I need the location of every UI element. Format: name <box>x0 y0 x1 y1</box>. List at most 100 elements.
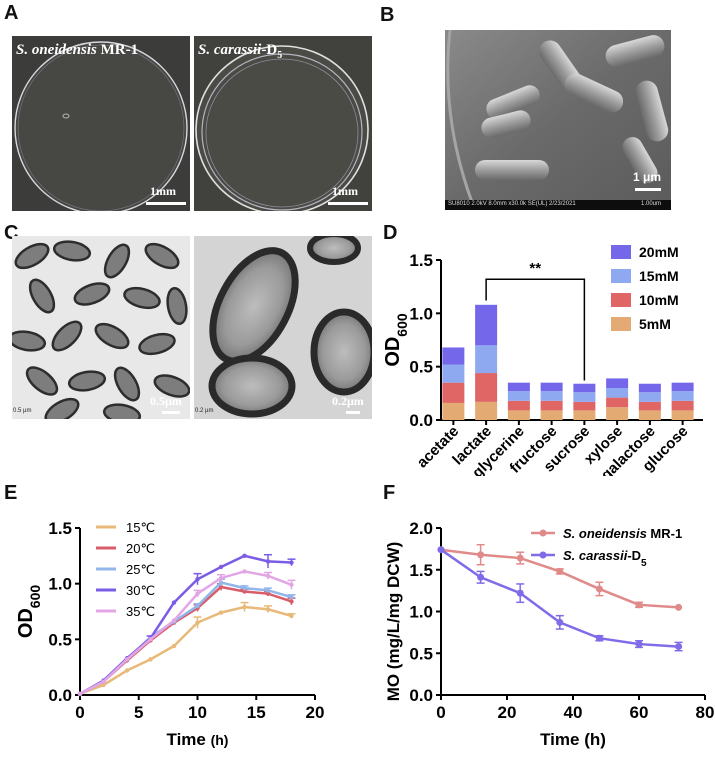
y-axis-label: OD600 <box>383 313 410 367</box>
data-point <box>635 601 643 609</box>
data-point <box>556 567 564 575</box>
data-point <box>218 575 224 581</box>
y-tick-label: 0.5 <box>409 358 433 377</box>
legend-label: 15℃ <box>126 520 155 535</box>
bar-segment <box>573 410 596 420</box>
y-tick-label: 1.0 <box>409 603 433 622</box>
data-point <box>242 604 247 610</box>
y-axis-label: MO (mg/L/mg DCW) <box>384 542 403 702</box>
tem-cell <box>25 366 59 396</box>
data-point <box>195 603 200 609</box>
data-point <box>635 640 643 648</box>
legend-label: 10mM <box>639 292 679 308</box>
bar-segment <box>540 382 563 392</box>
legend-label: 20℃ <box>126 541 155 556</box>
panel-b-letter: B <box>380 4 395 26</box>
bar-segment <box>671 410 694 420</box>
series-line <box>79 581 292 695</box>
legend-label: S. carassii-D5 <box>563 548 647 569</box>
data-point <box>289 599 294 604</box>
y-tick-label: 0.0 <box>409 686 433 705</box>
x-tick-label: 5 <box>134 703 143 722</box>
data-point <box>218 610 224 615</box>
tem-cell <box>52 240 92 262</box>
bar-segment <box>606 378 629 388</box>
tem-small-label-right: 0.2 µm <box>195 408 214 414</box>
y-tick-label: 0.0 <box>409 411 433 430</box>
data-point <box>195 620 200 625</box>
tem-cell <box>51 320 83 352</box>
bar-segment <box>442 347 465 365</box>
tem-cell <box>102 403 142 419</box>
x-tick-label: 80 <box>696 703 715 722</box>
y-tick-label: 1.0 <box>409 304 433 323</box>
y-axis-label: OD600 <box>15 585 43 639</box>
scale-bar-c-right <box>346 411 360 414</box>
legend-swatch <box>611 317 631 331</box>
data-point <box>265 559 271 564</box>
bar-segment <box>540 400 563 411</box>
data-point <box>242 589 247 594</box>
bar-segment <box>475 401 498 420</box>
bar-segment <box>638 401 661 411</box>
scale-bar-b <box>635 188 661 191</box>
scale-bar-a-right <box>328 202 368 205</box>
data-point <box>477 551 485 559</box>
bar-segment <box>638 392 661 402</box>
bar-segment <box>540 391 563 401</box>
legend-label: 35℃ <box>126 604 155 619</box>
bar-segment <box>507 391 530 401</box>
x-axis-label: Time (h) <box>540 730 606 749</box>
data-point <box>595 634 603 642</box>
x-axis-label: Time (h) <box>167 730 229 749</box>
x-tick-label: 0 <box>75 703 84 722</box>
bar-segment <box>638 410 661 420</box>
bar-segment <box>507 400 530 411</box>
data-point <box>195 577 200 582</box>
x-tick-label: 10 <box>188 703 207 722</box>
panel-f-letter: F <box>383 482 396 504</box>
tem-cell <box>144 242 180 270</box>
data-point <box>265 588 271 593</box>
legend-label: 15mM <box>639 268 679 284</box>
data-point <box>289 613 294 619</box>
tem-small-label-left: 0.5 µm <box>13 408 32 414</box>
data-point <box>242 569 247 574</box>
data-point <box>675 643 683 651</box>
tem-image-high: 0.2μm 0.2 µm <box>194 236 372 419</box>
series-line <box>79 570 292 695</box>
tem-cell <box>28 278 56 314</box>
data-point <box>171 618 177 623</box>
data-point <box>556 618 564 626</box>
sem-image: 1 μm SU8010 2.0kV 8.0mm x30.0k SE(UL) 2/… <box>445 30 671 210</box>
bar-segment <box>442 382 465 403</box>
data-point <box>516 589 524 597</box>
significance-label: ** <box>529 260 541 277</box>
chart-e-growth-curve: 0.0 0.5 1.0 1.5 0 5 10 15 20 OD600 Time (h) 15℃ 20℃ 2… <box>15 519 324 749</box>
data-point <box>101 682 106 688</box>
legend-label: 5mM <box>639 316 671 332</box>
bar-segment <box>638 383 661 393</box>
bar-segment <box>475 345 498 374</box>
legend-label: 30℃ <box>126 583 155 598</box>
bar-segment <box>573 383 596 393</box>
panel-e-letter: E <box>4 482 18 504</box>
y-tick-label: 1.5 <box>409 251 433 270</box>
data-point <box>265 573 271 579</box>
data-point <box>171 600 177 605</box>
x-tick-label: 60 <box>630 703 649 722</box>
bar-segment <box>606 388 629 398</box>
bar-segment <box>507 410 530 420</box>
tem-cell <box>14 242 50 270</box>
x-tick-label: 15 <box>247 703 266 722</box>
legend-swatch <box>611 245 631 259</box>
bar-segment <box>671 400 694 411</box>
data-point <box>124 657 130 662</box>
data-point <box>289 560 294 565</box>
legend-marker <box>539 529 547 537</box>
bar-segment <box>671 382 694 392</box>
data-point <box>148 657 153 662</box>
chart-d-stacked-bar: 0.00.51.01.5OD600acetatelactateglycerine… <box>383 244 703 476</box>
data-point <box>124 668 130 673</box>
y-tick-label: 0.5 <box>409 644 433 663</box>
